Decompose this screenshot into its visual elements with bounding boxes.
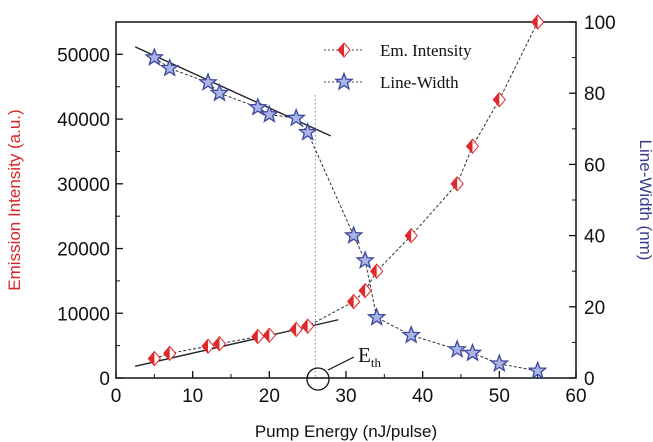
legend-label-intensity: Em. Intensity bbox=[380, 41, 472, 60]
y-left-tick-label: 20000 bbox=[57, 240, 110, 261]
y-axis-label-right: Line-Width (nm) bbox=[636, 140, 653, 261]
y-left-tick-label: 50000 bbox=[57, 45, 110, 66]
data-markers bbox=[144, 14, 548, 380]
legend-label-linewidth: Line-Width bbox=[380, 73, 459, 92]
x-tick-label: 30 bbox=[335, 386, 356, 407]
x-axis-label: Pump Energy (nJ/pulse) bbox=[255, 422, 437, 441]
intensity-point bbox=[358, 282, 372, 299]
y-right-tick-label: 40 bbox=[584, 227, 605, 248]
intensity-point bbox=[347, 293, 361, 310]
linewidth-point bbox=[259, 104, 280, 123]
series-connecting-lines bbox=[154, 21, 539, 372]
fit-line-right bbox=[134, 46, 331, 137]
linewidth-point bbox=[355, 250, 375, 269]
linewidth-point bbox=[209, 82, 230, 102]
threshold-label: Eth bbox=[358, 343, 381, 370]
series-line-1 bbox=[154, 57, 538, 372]
intensity-point bbox=[450, 176, 464, 192]
x-tick-label: 20 bbox=[259, 386, 280, 407]
threshold-circle bbox=[306, 367, 330, 391]
intensity-point bbox=[289, 321, 303, 338]
fit-lines bbox=[134, 46, 339, 368]
series-line-0 bbox=[154, 21, 539, 360]
x-tick-label: 0 bbox=[111, 386, 122, 407]
y-right-tick-label: 20 bbox=[584, 298, 605, 319]
legend: Em. Intensity Line-Width bbox=[324, 41, 472, 92]
y-right-tick-label: 80 bbox=[584, 84, 605, 105]
linewidth-point bbox=[159, 57, 180, 77]
intensity-point bbox=[465, 138, 480, 155]
legend-diamond-icon bbox=[337, 42, 351, 58]
linewidth-point bbox=[286, 107, 306, 127]
y-left-tick-label: 30000 bbox=[57, 175, 110, 196]
linewidth-point bbox=[527, 360, 548, 380]
intensity-point bbox=[201, 338, 215, 355]
intensity-point bbox=[212, 335, 227, 352]
intensity-point bbox=[251, 328, 265, 345]
intensity-point bbox=[301, 318, 315, 334]
x-tick-label: 60 bbox=[565, 386, 586, 407]
linewidth-point bbox=[462, 342, 483, 362]
plot-frame bbox=[115, 21, 577, 379]
x-tick-label: 40 bbox=[412, 386, 433, 407]
linewidth-point bbox=[366, 307, 387, 326]
y-axis-label-left: Emission Intensity (a.u.) bbox=[5, 109, 24, 290]
y-left-tick-label: 40000 bbox=[57, 110, 110, 131]
intensity-point bbox=[147, 350, 161, 367]
legend-marker-linewidth bbox=[334, 71, 354, 91]
threshold-pointer bbox=[327, 356, 355, 371]
intensity-point bbox=[404, 227, 418, 244]
x-tick-label: 10 bbox=[182, 386, 203, 407]
threshold-label-main: E bbox=[358, 343, 371, 367]
intensity-point bbox=[163, 345, 177, 362]
ticks-group: 0 10 20 30 40 50 60010000200003000040000500000… bbox=[57, 13, 616, 407]
y-left-tick-label: 0 bbox=[99, 369, 110, 390]
intensity-point bbox=[492, 91, 506, 108]
linewidth-point bbox=[248, 97, 268, 116]
linewidth-point bbox=[343, 225, 364, 244]
linewidth-point bbox=[198, 72, 218, 91]
linewidth-point bbox=[297, 122, 318, 141]
legend-marker-intensity bbox=[337, 42, 351, 58]
intensity-point bbox=[531, 14, 545, 30]
intensity-point bbox=[370, 263, 384, 279]
intensity-point bbox=[262, 327, 276, 344]
y-right-tick-label: 60 bbox=[584, 155, 605, 176]
y-right-tick-label: 100 bbox=[584, 13, 616, 34]
y-right-tick-label: 0 bbox=[584, 369, 595, 390]
linewidth-point bbox=[489, 353, 510, 373]
linewidth-point bbox=[401, 324, 421, 344]
linewidth-point bbox=[447, 339, 467, 358]
threshold-label-sub: th bbox=[371, 355, 382, 370]
legend-star-icon bbox=[334, 71, 354, 91]
y-left-tick-label: 10000 bbox=[57, 304, 110, 325]
linewidth-point bbox=[144, 47, 165, 66]
x-tick-label: 50 bbox=[489, 386, 510, 407]
